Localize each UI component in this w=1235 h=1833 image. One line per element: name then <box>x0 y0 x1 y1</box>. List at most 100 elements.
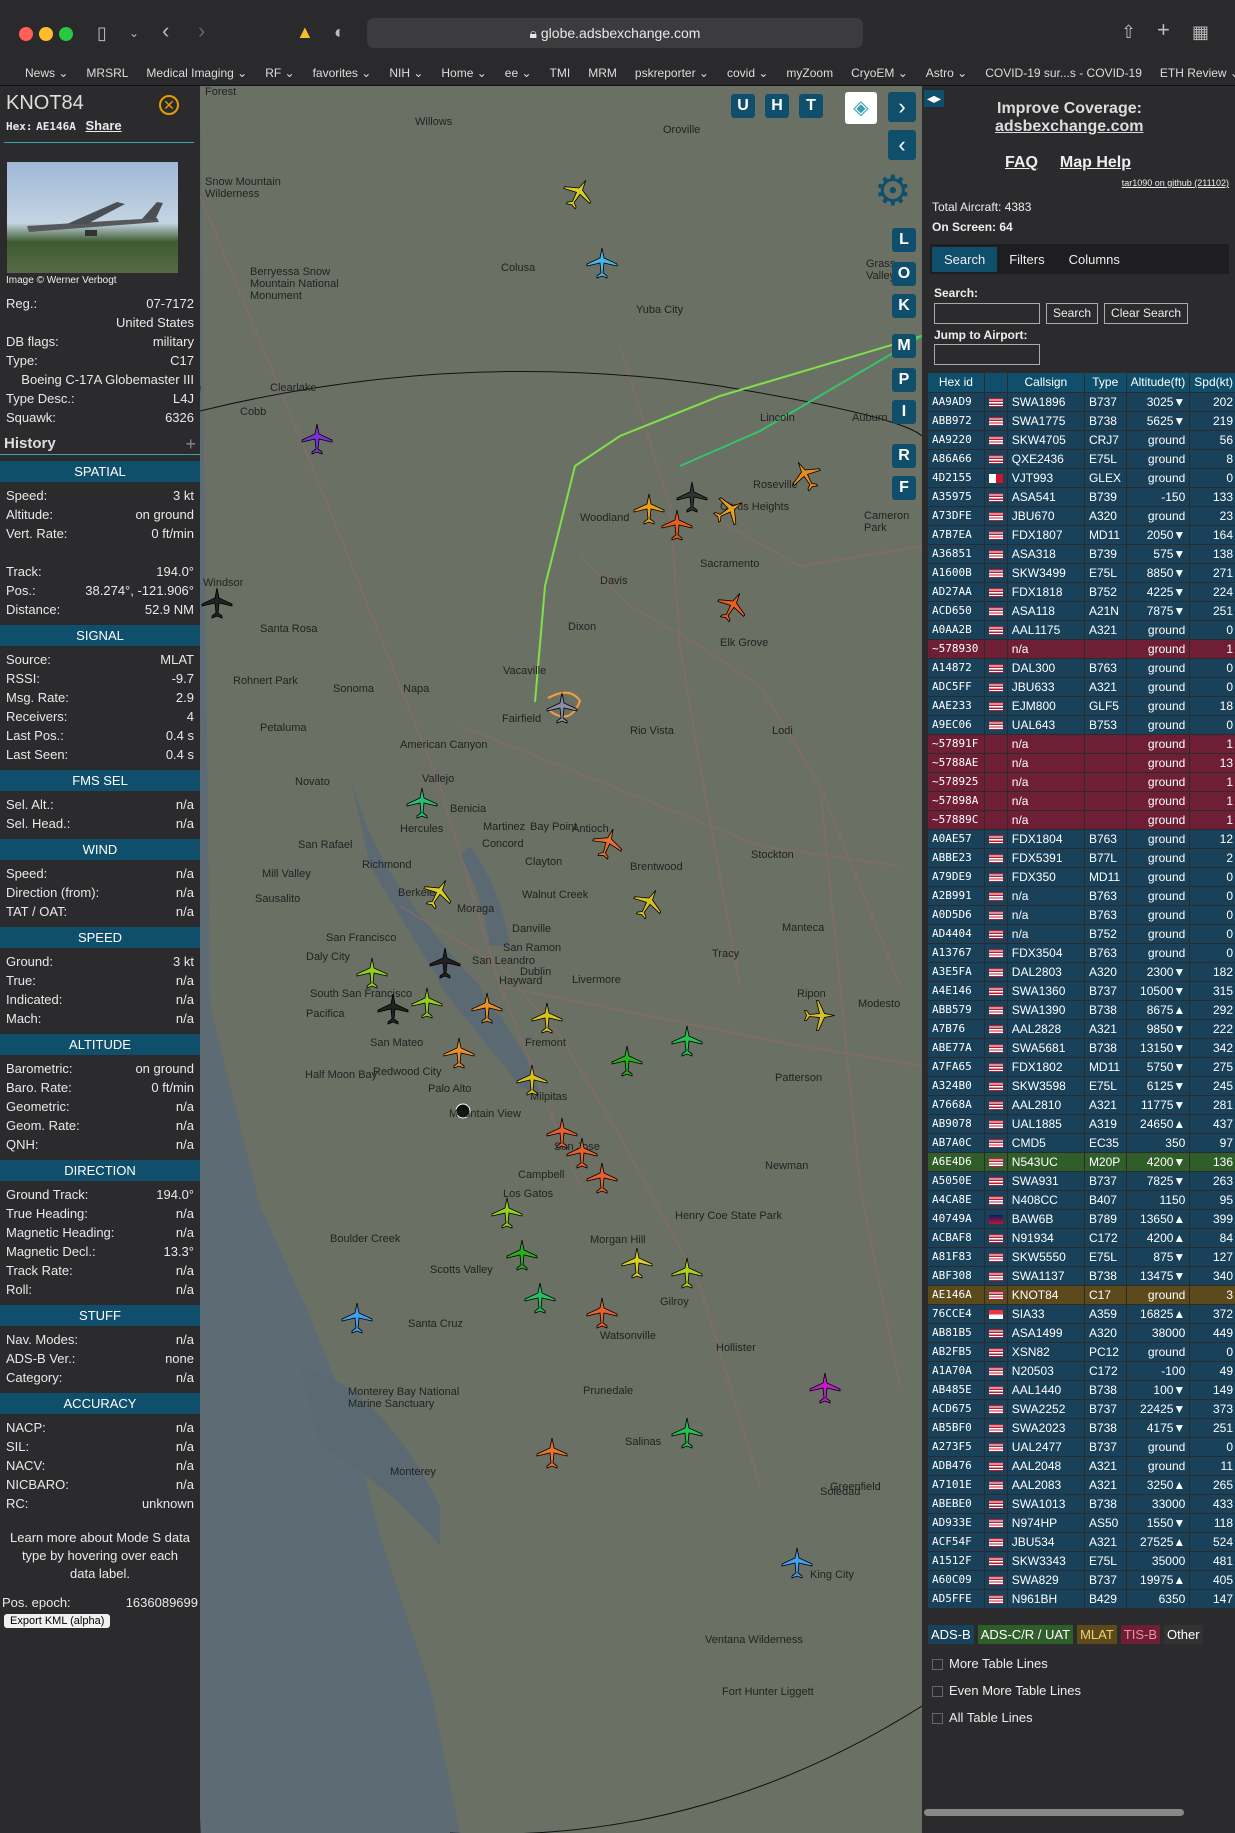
map-button-h[interactable]: H <box>765 94 789 118</box>
bookmark-item[interactable]: covid ⌄ <box>726 66 769 80</box>
map-view[interactable]: Forest Willows Oroville Snow Mountain Wilde… <box>200 86 922 1833</box>
detail-key[interactable]: Indicated: <box>6 992 63 1007</box>
aircraft-marker-icon[interactable] <box>610 1044 644 1083</box>
detail-key[interactable]: Receivers: <box>6 709 68 724</box>
column-header[interactable]: Type <box>1084 373 1127 393</box>
bookmark-item[interactable]: favorites ⌄ <box>312 66 372 80</box>
aircraft-marker-icon[interactable] <box>660 508 694 547</box>
table-lines-option[interactable]: All Table Lines <box>932 1704 1235 1731</box>
detail-key[interactable]: Magnetic Heading: <box>6 1225 115 1240</box>
table-row[interactable]: A7668A AAL2810 A321 11775▼ 281 <box>928 1095 1235 1115</box>
detail-key[interactable]: RSSI: <box>6 671 40 686</box>
bookmark-item[interactable]: News ⌄ <box>25 66 69 80</box>
bookmark-item[interactable]: COVID-19 sur...s - COVID-19 <box>985 66 1142 80</box>
aircraft-marker-icon[interactable] <box>355 956 389 995</box>
table-row[interactable]: ABB972 SWA1775 B738 5625▼ 219 <box>928 411 1235 431</box>
table-row[interactable]: ACD650 ASA118 A21N 7875▼ 251 <box>928 601 1235 621</box>
aircraft-marker-icon[interactable] <box>515 1063 549 1102</box>
aircraft-marker-icon[interactable] <box>413 870 462 921</box>
table-row[interactable]: 40749A BAW6B B789 13650▲ 399 <box>928 1209 1235 1229</box>
detail-key[interactable]: Sel. Head.: <box>6 816 71 831</box>
warning-icon[interactable]: ▲ <box>296 22 314 42</box>
aircraft-marker-icon[interactable] <box>798 999 837 1033</box>
aircraft-marker-icon[interactable] <box>675 480 709 519</box>
table-row[interactable]: A86A66 QXE2436 E75L ground 8 <box>928 449 1235 469</box>
bookmark-item[interactable]: MRM <box>588 66 617 80</box>
detail-key[interactable]: Magnetic Decl.: <box>6 1244 96 1259</box>
sidebar-icon[interactable]: ▯ <box>97 23 107 43</box>
detail-key[interactable]: True: <box>6 973 36 988</box>
table-row[interactable]: A60C09 SWA829 B737 19975▲ 405 <box>928 1570 1235 1590</box>
map-button-l[interactable]: L <box>892 228 916 252</box>
table-row[interactable]: A35975 ASA541 B739 -150 133 <box>928 487 1235 507</box>
back-icon[interactable]: ‹ <box>162 18 170 43</box>
bookmark-item[interactable]: CryoEM ⌄ <box>851 66 908 80</box>
aircraft-marker-icon[interactable] <box>545 691 579 730</box>
aircraft-marker-icon[interactable] <box>535 1436 569 1475</box>
aircraft-marker-icon[interactable] <box>780 1546 814 1585</box>
aircraft-marker-icon[interactable] <box>584 821 629 869</box>
detail-key[interactable]: Track: <box>6 564 42 579</box>
map-help-link[interactable]: Map Help <box>1059 154 1132 171</box>
table-row[interactable]: AB2FB5 XSN82 PC12 ground 0 <box>928 1342 1235 1362</box>
horizontal-scrollbar[interactable] <box>924 1809 1184 1816</box>
table-row[interactable]: AD4404 n/a B752 ground 0 <box>928 924 1235 944</box>
aircraft-marker-icon[interactable] <box>376 992 410 1031</box>
table-lines-option[interactable]: Even More Table Lines <box>932 1677 1235 1704</box>
table-row[interactable]: A14872 DAL300 B763 ground 0 <box>928 658 1235 678</box>
table-row[interactable]: A0AA2B AAL1175 A321 ground 0 <box>928 620 1235 640</box>
table-row[interactable]: A7FA65 FDX1802 MD11 5750▼ 275 <box>928 1057 1235 1077</box>
bookmark-item[interactable]: RF ⌄ <box>265 66 295 80</box>
aircraft-marker-icon[interactable] <box>620 1246 654 1285</box>
detail-key[interactable]: Direction (from): <box>6 885 100 900</box>
settings-gear-icon[interactable]: ⚙ <box>874 167 912 214</box>
aircraft-marker-icon[interactable] <box>783 452 832 503</box>
detail-key[interactable]: Speed: <box>6 866 48 881</box>
aircraft-marker-icon[interactable] <box>585 246 619 285</box>
map-button-r[interactable]: R <box>892 444 916 468</box>
tab-columns[interactable]: Columns <box>1068 251 1120 267</box>
aircraft-marker-icon[interactable] <box>340 1301 374 1340</box>
table-row[interactable]: AD5FFE N961BH B429 6350 147 <box>928 1589 1235 1609</box>
bookmark-item[interactable]: Medical Imaging ⌄ <box>146 66 248 80</box>
aircraft-marker-icon[interactable] <box>670 1256 704 1295</box>
column-header[interactable]: Spd(kt) <box>1189 373 1235 393</box>
bookmark-item[interactable]: Astro ⌄ <box>925 66 968 80</box>
zoom-window-button[interactable] <box>59 27 73 41</box>
checkbox[interactable] <box>932 1658 943 1670</box>
aircraft-marker-icon[interactable] <box>405 786 439 825</box>
detail-key[interactable]: SIL: <box>6 1439 30 1454</box>
bookmark-item[interactable]: NIH ⌄ <box>389 66 424 80</box>
table-row[interactable]: A6E4D6 N543UC M20P 4200▼ 136 <box>928 1152 1235 1172</box>
detail-key[interactable]: NACP: <box>6 1420 46 1435</box>
table-row[interactable]: AB7A0C CMD5 EC35 350 97 <box>928 1133 1235 1153</box>
aircraft-marker-icon[interactable] <box>702 487 753 536</box>
map-button-u[interactable]: U <box>731 94 755 118</box>
checkbox[interactable] <box>932 1712 943 1724</box>
history-label[interactable]: History <box>4 435 56 452</box>
tab-overview-icon[interactable]: ▦ <box>1192 22 1210 42</box>
collapse-left-button[interactable]: ‹ <box>888 130 916 160</box>
table-row[interactable]: AB5BF0 SWA2023 B738 4175▼ 251 <box>928 1418 1235 1438</box>
table-row[interactable]: 4D2155 VJT993 GLEX ground 0 <box>928 468 1235 488</box>
aircraft-marker-icon[interactable] <box>808 1371 842 1410</box>
swap-sides-button[interactable]: ◂▸ <box>924 90 945 107</box>
detail-key[interactable]: QNH: <box>6 1137 39 1152</box>
map-button-t[interactable]: T <box>799 94 823 118</box>
aircraft-marker-icon[interactable] <box>428 946 462 985</box>
detail-key[interactable]: Nav. Modes: <box>6 1332 79 1347</box>
detail-key[interactable]: Mach: <box>6 1011 42 1026</box>
shield-icon[interactable]: ◐ <box>334 22 345 42</box>
bookmark-item[interactable]: myZoom <box>786 66 834 80</box>
adsbx-link[interactable]: adsbexchange.com <box>995 118 1144 135</box>
minimize-window-button[interactable] <box>39 27 53 41</box>
table-row[interactable]: A3E5FA DAL2803 A320 2300▼ 182 <box>928 962 1235 982</box>
bookmark-item[interactable]: Home ⌄ <box>441 66 487 80</box>
detail-key[interactable]: NACV: <box>6 1458 46 1473</box>
aircraft-marker-icon[interactable] <box>670 1416 704 1455</box>
expand-right-button[interactable]: › <box>888 92 916 122</box>
aircraft-marker-icon[interactable] <box>530 1001 564 1040</box>
aircraft-marker-icon[interactable] <box>565 1136 599 1175</box>
bookmark-item[interactable]: MRSRL <box>86 66 129 80</box>
detail-key[interactable]: Vert. Rate: <box>6 526 68 541</box>
